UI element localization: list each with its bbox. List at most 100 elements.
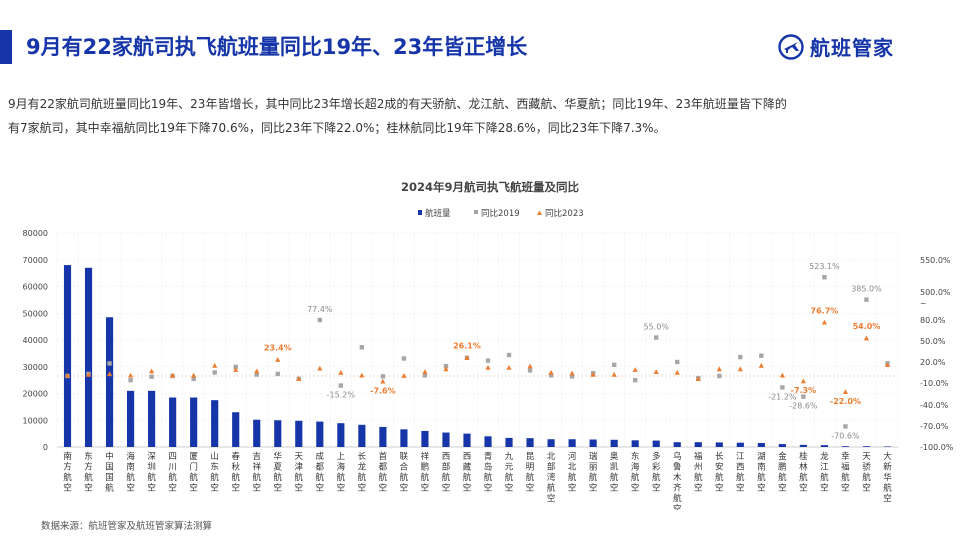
point-yoy2019 bbox=[443, 364, 449, 369]
bar-成都航空 bbox=[316, 421, 324, 447]
x-label-char: 方 bbox=[84, 462, 93, 473]
point-yoy2023 bbox=[506, 365, 512, 370]
point-yoy2023 bbox=[569, 370, 575, 376]
x-label-char: 深 bbox=[147, 452, 156, 462]
point-yoy2023 bbox=[842, 389, 849, 394]
legend-label: 同比2019 bbox=[481, 208, 520, 219]
x-label-char: 长 bbox=[358, 451, 367, 462]
point-yoy2023 bbox=[548, 369, 554, 375]
chart-title: 2024年9月航司执飞航班量及同比 bbox=[401, 180, 580, 194]
x-label-char: 航 bbox=[610, 472, 619, 483]
x-label-char: 空 bbox=[715, 483, 724, 494]
x-label-char: 奥 bbox=[610, 451, 619, 462]
bar-华夏航空 bbox=[274, 420, 282, 447]
point-yoy2023 bbox=[233, 367, 239, 372]
x-label-char: 空 bbox=[484, 483, 493, 494]
point-yoy2023 bbox=[191, 372, 197, 378]
point-yoy2019 bbox=[212, 370, 217, 375]
x-axis-labels: 南方航空东方航空中国国航海南航空深圳航空四川航空厦门航空山东航空春秋航空吉祥航空… bbox=[63, 451, 892, 510]
x-label-char: 空 bbox=[547, 493, 556, 504]
chart-legend: 航班量 同比2019 同比2023 bbox=[418, 208, 584, 219]
point-yoy2023 bbox=[527, 363, 533, 369]
y-left-tick: 0 bbox=[43, 443, 48, 452]
x-label-char: 空 bbox=[589, 483, 598, 494]
x-label-char: 福 bbox=[841, 462, 850, 473]
x-label-char: 空 bbox=[610, 483, 619, 494]
x-label-char: 都 bbox=[379, 463, 388, 473]
flight-volume-chart: 2024年9月航司执飞航班量及同比 航班量 同比2019 同比2023 0 10000… bbox=[23, 180, 954, 510]
data-labels: 77.4% -15.2% 55.0% -21.2%-28.6% 523.1% -70.6%… bbox=[264, 262, 882, 440]
page-title: 9月有22家航司执飞航班量同比19年、23年皆正增长 bbox=[26, 35, 528, 59]
summary-line-1: 9月有22家航司航班量同比19年、23年皆增长，其中同比23年增长超2成的有天骄… bbox=[8, 97, 787, 111]
data-label-yoy2019: -70.6% bbox=[831, 431, 860, 440]
y-right-tick: ~ bbox=[920, 299, 927, 308]
point-yoy2023 bbox=[422, 369, 428, 374]
point-yoy2023 bbox=[485, 365, 491, 370]
point-yoy2023 bbox=[317, 365, 323, 371]
x-label-char: 齐 bbox=[673, 483, 682, 494]
x-label-char: 福 bbox=[694, 451, 703, 462]
x-label-char: 江 bbox=[820, 463, 829, 473]
x-label-char: 航 bbox=[210, 472, 219, 483]
x-label-char: 凯 bbox=[610, 462, 619, 473]
point-yoy2019 bbox=[401, 356, 407, 361]
point-yoy2023 bbox=[338, 369, 344, 375]
x-label-char: 津 bbox=[295, 462, 304, 473]
x-label-char: 都 bbox=[316, 463, 325, 473]
x-label-char: 南 bbox=[63, 451, 72, 462]
x-label-char: 元 bbox=[505, 463, 514, 473]
x-label-char: 鲁 bbox=[673, 462, 682, 473]
x-label-char: 航 bbox=[694, 472, 703, 483]
x-label-char: 航 bbox=[316, 472, 325, 483]
x-label-char: 航 bbox=[526, 472, 535, 483]
bar-乌鲁木齐航空 bbox=[673, 442, 681, 447]
point-yoy2023 bbox=[884, 362, 891, 367]
x-label-char: 航 bbox=[252, 472, 261, 483]
point-yoy2023 bbox=[296, 376, 302, 381]
x-label-char: 空 bbox=[274, 483, 283, 494]
y-right-tick: 20.0% bbox=[920, 358, 946, 367]
x-label-char: 空 bbox=[778, 483, 787, 494]
point-yoy2019 bbox=[359, 345, 365, 350]
x-label-char: 航 bbox=[147, 472, 156, 483]
x-label-char: 中 bbox=[105, 451, 114, 462]
data-label-yoy2023: -7.6% bbox=[370, 386, 396, 395]
bar-天津航空 bbox=[295, 420, 303, 447]
point-yoy2019 bbox=[107, 361, 112, 366]
x-label-char: 空 bbox=[147, 483, 156, 494]
x-label-char: 合 bbox=[400, 462, 409, 473]
point-yoy2019 bbox=[527, 368, 533, 373]
legend-label: 航班量 bbox=[425, 208, 451, 219]
x-label-char: 航 bbox=[484, 472, 493, 483]
x-label-char: 航 bbox=[421, 472, 430, 483]
x-label-char: 空 bbox=[400, 483, 409, 494]
x-label-char: 骄 bbox=[862, 462, 871, 473]
x-label-char: 乌 bbox=[673, 451, 682, 462]
x-label-char: 航 bbox=[652, 472, 661, 483]
x-label-char: 新 bbox=[883, 462, 892, 473]
x-label-char: 天 bbox=[862, 452, 871, 462]
x-label-char: 空 bbox=[799, 483, 808, 494]
right-axis: -100.0% -70.0% -40.0% -10.0% 20.0% 50.0% 80.0%… bbox=[920, 256, 954, 452]
y-right-tick: -70.0% bbox=[920, 422, 949, 431]
data-label-yoy2023: 54.0% bbox=[853, 322, 881, 331]
x-label-char: 空 bbox=[673, 504, 682, 511]
point-yoy2019 bbox=[738, 354, 743, 360]
bar-奥凯航空 bbox=[610, 439, 618, 447]
x-label-char: 空 bbox=[189, 483, 198, 494]
point-yoy2023 bbox=[758, 362, 764, 368]
x-label-char: 航 bbox=[862, 472, 871, 483]
